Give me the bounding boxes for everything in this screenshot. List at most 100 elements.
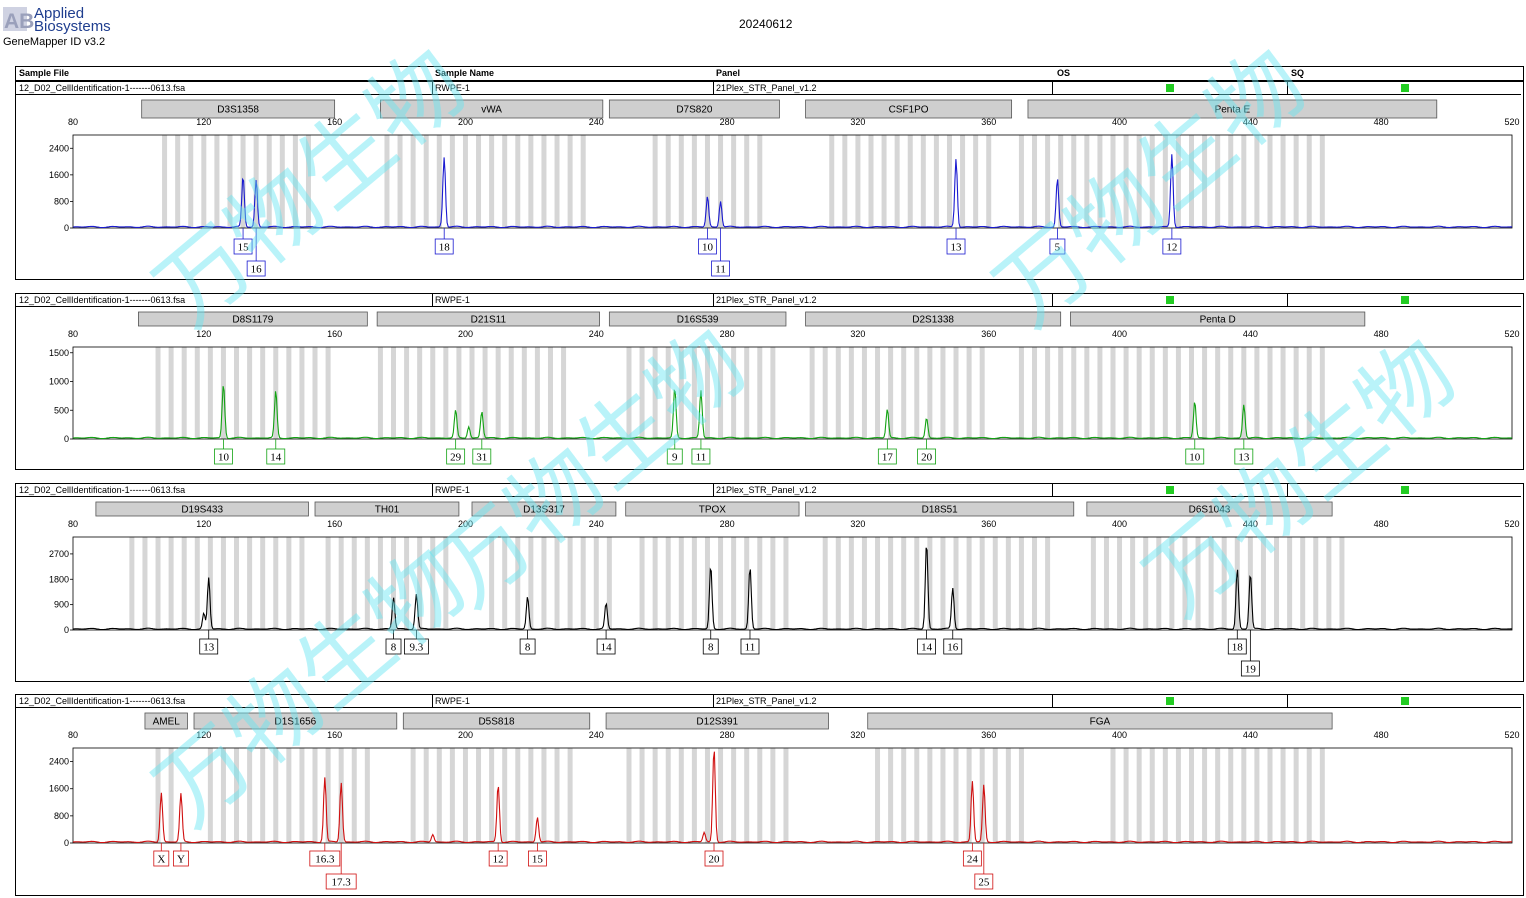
marker-d19s433: D19S433 — [95, 501, 309, 517]
column-separator — [1287, 695, 1288, 707]
allele-bin — [1162, 748, 1168, 843]
allele-bin — [247, 347, 253, 439]
allele-bin — [404, 537, 410, 630]
os-quality-indicator — [1166, 84, 1174, 92]
allele-box — [1185, 448, 1205, 465]
allele-bin — [299, 347, 305, 439]
allele-bin — [757, 537, 763, 630]
allele-box — [704, 850, 724, 867]
allele-box — [596, 638, 616, 655]
allele-box — [173, 850, 189, 867]
marker-d5s818: D5S818 — [402, 712, 591, 730]
allele-bin — [606, 537, 612, 630]
allele-bin — [1313, 537, 1319, 630]
allele-bin — [1071, 347, 1077, 439]
allele-bin — [299, 537, 305, 630]
allele-bin — [351, 537, 357, 630]
allele-bin — [1228, 135, 1234, 228]
x-tick-label: 120 — [196, 519, 211, 529]
marker-d16s539: D16S539 — [608, 311, 787, 327]
sq-quality-indicator — [1401, 296, 1409, 304]
sample-info-row: 12_D02_CellIdentification-1-------0613.f… — [16, 82, 1521, 95]
x-tick-label: 80 — [68, 117, 78, 127]
x-tick-label: 360 — [981, 329, 996, 339]
allele-box — [199, 638, 219, 655]
allele-bin — [1221, 537, 1227, 630]
x-tick-label: 360 — [981, 730, 996, 740]
y-tick-label: 1000 — [49, 377, 69, 387]
sample-info-row: 12_D02_CellIdentification-1-------0613.f… — [16, 695, 1521, 708]
x-tick-label: 440 — [1243, 117, 1258, 127]
y-tick-label: 2400 — [49, 757, 69, 767]
marker-label: FGA — [1090, 717, 1111, 728]
allele-bin — [731, 347, 737, 439]
sample-name: RWPE-1 — [435, 485, 470, 495]
x-tick-label: 440 — [1243, 730, 1258, 740]
allele-bin — [580, 537, 586, 630]
x-tick-label: 280 — [720, 730, 735, 740]
y-tick-label: 800 — [54, 811, 69, 821]
allele-call: 17 — [877, 439, 897, 465]
sample-name: RWPE-1 — [435, 83, 470, 93]
allele-label: 13 — [951, 242, 963, 254]
x-tick-label: 360 — [981, 519, 996, 529]
allele-bin — [436, 135, 442, 228]
allele-bin — [1234, 537, 1240, 630]
x-tick-label: 200 — [458, 519, 473, 529]
allele-bin — [914, 537, 920, 630]
marker-label: TH01 — [375, 505, 400, 516]
allele-bin — [835, 537, 841, 630]
allele-bin — [325, 537, 331, 630]
allele-bin — [462, 748, 468, 843]
allele-label: 11 — [745, 642, 756, 654]
allele-label: 8 — [708, 642, 714, 654]
x-tick-label: 240 — [589, 519, 604, 529]
allele-bin — [489, 748, 495, 843]
allele-label: 16 — [251, 264, 262, 276]
marker-box — [471, 501, 617, 517]
allele-bin — [966, 537, 972, 630]
allele-bin — [888, 347, 894, 439]
allele-call: 11 — [691, 439, 711, 465]
allele-bin — [1058, 347, 1064, 439]
allele-bin — [691, 135, 697, 228]
allele-bin — [1267, 347, 1273, 439]
allele-call: 12 — [1162, 228, 1182, 255]
marker-label: Penta D — [1200, 315, 1236, 326]
allele-bin — [234, 537, 240, 630]
marker-fga: FGA — [867, 712, 1333, 730]
column-separator — [432, 82, 433, 94]
allele-bin — [704, 748, 710, 843]
allele-label: 12 — [493, 854, 504, 866]
allele-bin — [1045, 135, 1051, 228]
x-tick-label: 480 — [1374, 329, 1389, 339]
column-separator — [432, 484, 433, 496]
sample-file: 12_D02_CellIdentification-1-------0613.f… — [19, 295, 186, 305]
marker-label: D19S433 — [181, 505, 223, 516]
allele-label: 31 — [476, 452, 487, 464]
allele-bin — [273, 748, 279, 843]
allele-bin — [273, 537, 279, 630]
allele-bin — [718, 347, 724, 439]
plot-frame — [72, 346, 1513, 440]
allele-bin — [1274, 537, 1280, 630]
allele-bin — [580, 135, 586, 228]
allele-bin — [1175, 135, 1181, 228]
allele-bin — [155, 347, 161, 439]
allele-call: 8 — [519, 630, 536, 655]
sample-file: 12_D02_CellIdentification-1-------0613.f… — [19, 485, 186, 495]
marker-box — [95, 501, 309, 517]
allele-bin — [1169, 537, 1175, 630]
marker-box — [376, 311, 600, 327]
allele-bin — [1136, 748, 1142, 843]
x-tick-label: 480 — [1374, 519, 1389, 529]
allele-bin — [521, 347, 527, 439]
allele-bin — [966, 748, 972, 843]
sample-name: RWPE-1 — [435, 696, 470, 706]
allele-bin — [1293, 347, 1299, 439]
marker-d3s1358: D3S1358 — [141, 99, 336, 119]
allele-label: 13 — [1238, 452, 1250, 464]
allele-bin — [377, 347, 383, 439]
allele-bin — [462, 135, 468, 228]
